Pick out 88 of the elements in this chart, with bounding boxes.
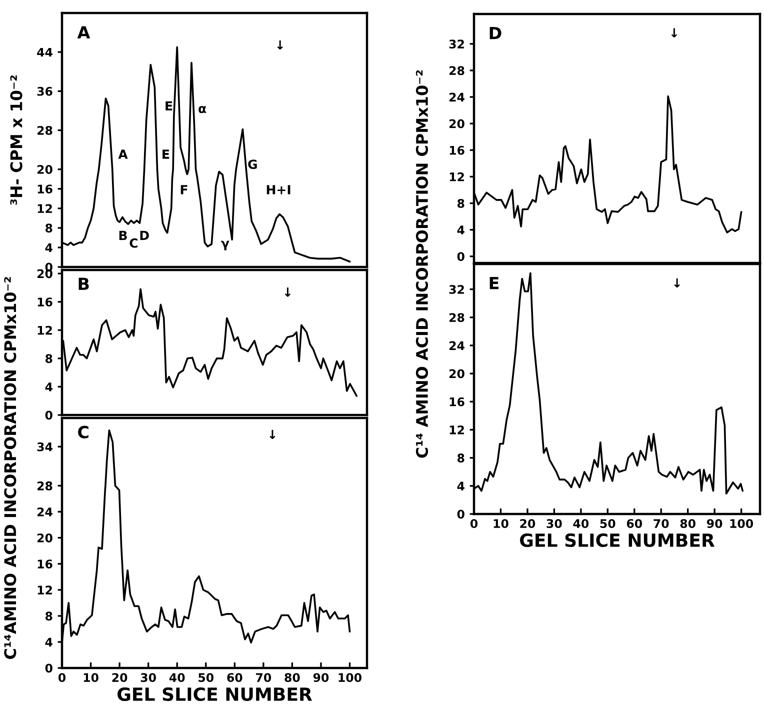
y-tick-label: 8 <box>45 354 52 364</box>
y-tick-label: 44 <box>37 48 52 57</box>
annotation: γ <box>221 240 230 250</box>
y-tick-label: 28 <box>449 313 464 322</box>
y-tick-label: 20 <box>37 165 52 174</box>
y-tick-label: 0 <box>457 510 464 519</box>
annotation: H+I <box>266 185 290 194</box>
y-axis-title: C¹⁴ AMINO ACID INCORPORATION CPMx10⁻² <box>416 70 428 458</box>
x-tick-label: 100 <box>730 519 754 528</box>
annotation: E <box>490 277 498 290</box>
annotation: B <box>78 278 89 290</box>
y-tick-label: 4 <box>457 226 464 234</box>
y-tick-label: 16 <box>38 184 52 194</box>
x-tick-label: 0 <box>470 519 478 528</box>
x-tick-label: 90 <box>706 519 722 528</box>
y-tick-label: 36 <box>37 86 52 96</box>
annotation: E <box>162 150 170 159</box>
y-tick-label: 8 <box>457 198 464 208</box>
y-tick-label: 12 <box>38 204 52 213</box>
y-tick-label: 16 <box>38 560 52 568</box>
y-tick-label: 12 <box>38 586 52 594</box>
y-tick-label: 0 <box>457 252 464 262</box>
y-tick-label: 28 <box>37 481 52 490</box>
y-tick-label: 24 <box>449 341 464 350</box>
annotation: C <box>130 238 138 248</box>
y-tick-label: 16 <box>38 298 52 306</box>
x-tick-label: 70 <box>654 519 669 528</box>
annotation: ↓ <box>674 278 680 288</box>
y-axis-title: ³H- CPM x 10⁻² <box>10 75 22 205</box>
y-tick-label: 12 <box>450 172 464 182</box>
y-tick-label: 28 <box>449 66 464 76</box>
x-tick-label: 10 <box>494 519 508 528</box>
y-axis-title: C¹⁴AMINO ACID INCORPORATION CPMx10⁻² <box>4 277 16 659</box>
y-tick-label: 20 <box>449 369 464 378</box>
x-tick-label: 90 <box>313 673 329 682</box>
y-tick-label: 8 <box>45 612 52 621</box>
x-tick-label: 70 <box>256 673 272 682</box>
annotation: G <box>248 160 257 170</box>
annotation: D <box>490 26 502 40</box>
y-tick-label: 12 <box>450 425 464 434</box>
y-tick-label: 4 <box>457 482 464 490</box>
y-tick-label: 12 <box>38 326 52 335</box>
annotation: E <box>166 101 172 110</box>
y-tick-label: 4 <box>45 382 52 392</box>
y-tick-label: 24 <box>37 507 52 516</box>
y-tick-label: 16 <box>450 397 464 406</box>
x-tick-label: 40 <box>573 519 589 528</box>
x-tick-label: 0 <box>58 673 66 682</box>
y-tick-label: 34 <box>37 442 52 452</box>
y-tick-label: 0 <box>45 664 52 673</box>
x-tick-label: 60 <box>227 673 242 682</box>
x-tick-label: 10 <box>84 673 98 682</box>
y-tick-label: 4 <box>45 243 52 252</box>
annotation: D <box>140 230 149 240</box>
x-tick-label: 30 <box>140 673 156 682</box>
x-tick-label: 20 <box>520 519 536 528</box>
y-tick-label: 20 <box>37 534 52 542</box>
x-tick-label: 30 <box>546 519 562 528</box>
x-tick-label: 100 <box>338 673 362 682</box>
x-tick-label: 80 <box>680 519 696 528</box>
y-tick-label: 16 <box>450 146 464 155</box>
y-tick-label: 32 <box>449 40 464 49</box>
annotation: A <box>118 150 128 159</box>
annotation: α <box>198 106 206 114</box>
y-tick-label: 32 <box>449 285 464 294</box>
annotation: ↓ <box>671 28 678 38</box>
annotation: A <box>77 26 90 38</box>
x-tick-label: 40 <box>169 673 185 682</box>
y-tick-label: 0 <box>45 410 52 420</box>
y-tick-label: 28 <box>37 126 52 135</box>
x-tick-label: 20 <box>112 673 128 682</box>
y-tick-label: 4 <box>45 638 52 646</box>
x-tick-label: 60 <box>626 519 642 528</box>
x-axis-title: GEL SLICE NUMBER <box>520 533 715 548</box>
annotation: ↓ <box>277 40 283 50</box>
annotation: C <box>78 426 88 438</box>
x-tick-label: 50 <box>198 673 214 682</box>
annotation: ↓ <box>270 430 276 439</box>
annotation: B <box>119 230 127 240</box>
y-tick-label: 8 <box>457 454 464 462</box>
y-tick-label: 24 <box>449 92 464 102</box>
x-tick-label: 50 <box>600 519 616 528</box>
x-axis-title: GEL SLICE NUMBER <box>118 687 312 702</box>
x-tick-label: 80 <box>284 673 300 682</box>
annotation: F <box>180 185 188 194</box>
y-tick-label: 8 <box>45 224 52 233</box>
y-tick-label: 20 <box>449 119 464 128</box>
annotation: ↓ <box>284 288 291 297</box>
